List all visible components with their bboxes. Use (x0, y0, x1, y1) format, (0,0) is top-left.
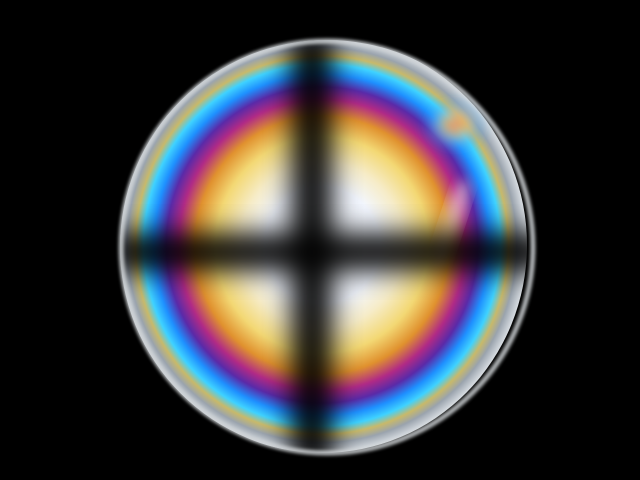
color-hotspot (423, 99, 487, 151)
disc (120, 40, 534, 454)
horizontal-isogyre (120, 222, 534, 282)
disc-rim (118, 38, 536, 456)
